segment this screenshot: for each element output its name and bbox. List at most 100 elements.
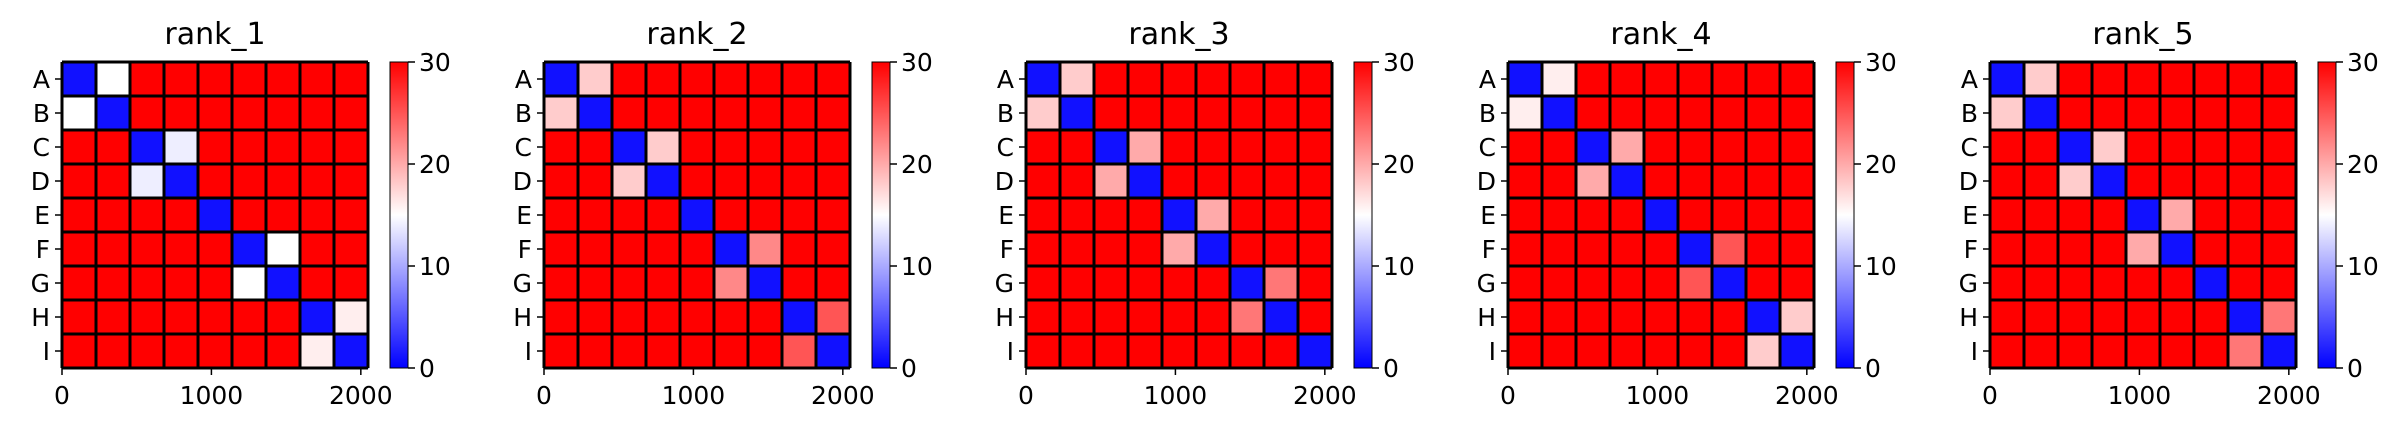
heatmap-cell <box>130 334 165 369</box>
y-tick-label: B <box>997 99 1014 128</box>
heatmap-cell <box>748 96 783 131</box>
x-tick-label: 2000 <box>1775 381 1839 410</box>
heatmap-cell <box>1990 334 2025 369</box>
heatmap-cell <box>1780 300 1815 335</box>
heatmap-cell <box>1508 198 1543 233</box>
heatmap-cell <box>1060 232 1095 267</box>
colorbar-tick-label: 0 <box>419 354 435 383</box>
heatmap-cell <box>714 96 749 131</box>
heatmap-cell <box>2058 198 2093 233</box>
heatmap-cell <box>1678 198 1713 233</box>
heatmap-cell <box>1230 232 1265 267</box>
heatmap-cell <box>96 300 131 335</box>
x-tick-label: 1000 <box>2108 381 2172 410</box>
heatmap-cell <box>1746 62 1781 97</box>
heatmap-cell <box>1230 300 1265 335</box>
heatmap-cell <box>1610 232 1645 267</box>
heatmap-cell <box>1298 96 1333 131</box>
heatmap-cell <box>1644 130 1679 165</box>
heatmap-cell <box>612 266 647 301</box>
heatmap-cell <box>748 300 783 335</box>
heatmap-cell <box>1094 334 1129 369</box>
heatmap-cell <box>2262 232 2297 267</box>
heatmap-cell <box>1780 130 1815 165</box>
heatmap-cell <box>1162 164 1197 199</box>
heatmap-cell <box>130 164 165 199</box>
heatmap-cell <box>1990 198 2025 233</box>
y-tick-label: I <box>43 337 50 366</box>
heatmap-cell <box>1196 96 1231 131</box>
heatmap-cell <box>62 164 97 199</box>
heatmap-cell <box>62 130 97 165</box>
heatmap-cell <box>1746 164 1781 199</box>
heatmap-cell <box>1576 130 1611 165</box>
heatmap-cell <box>96 334 131 369</box>
heatmap-cell <box>2228 96 2263 131</box>
heatmap-cell <box>1542 266 1577 301</box>
heatmap-cell <box>96 62 131 97</box>
heatmap-cell <box>578 334 613 369</box>
heatmap-cell <box>1060 266 1095 301</box>
heatmap-cell <box>1060 198 1095 233</box>
heatmap-cell <box>612 334 647 369</box>
heatmap-cell <box>198 62 233 97</box>
heatmap-cell <box>2228 334 2263 369</box>
heatmap-cell <box>96 164 131 199</box>
heatmap-cell <box>680 232 715 267</box>
heatmap-cell <box>198 232 233 267</box>
heatmap-cell <box>1990 300 2025 335</box>
heatmap-cell <box>1128 96 1163 131</box>
heatmap-cell <box>544 164 579 199</box>
heatmap-cell <box>2228 130 2263 165</box>
heatmap-cell <box>1990 164 2025 199</box>
heatmap-cell <box>2160 130 2195 165</box>
heatmap-cell <box>1230 96 1265 131</box>
heatmap-cell <box>646 96 681 131</box>
heatmap-cell <box>334 96 369 131</box>
heatmap-cell <box>62 198 97 233</box>
heatmap-cell <box>2194 164 2229 199</box>
heatmap-cell <box>130 130 165 165</box>
heatmap-cell <box>2024 164 2059 199</box>
y-tick-label: D <box>513 167 532 196</box>
y-tick-label: F <box>1964 235 1978 264</box>
heatmap-cell <box>1094 130 1129 165</box>
heatmap-cell <box>1264 334 1299 369</box>
heatmap-cell <box>2262 198 2297 233</box>
heatmap-cell <box>62 334 97 369</box>
heatmap-cell <box>2194 300 2229 335</box>
heatmap-cell <box>2058 232 2093 267</box>
heatmap-cell <box>1094 232 1129 267</box>
heatmap-cell <box>2126 96 2161 131</box>
heatmap-cell <box>334 130 369 165</box>
heatmap-cell <box>1644 164 1679 199</box>
y-tick-label: D <box>995 167 1014 196</box>
heatmap-cell <box>1128 266 1163 301</box>
heatmap-cell <box>612 96 647 131</box>
heatmap-cell <box>1644 198 1679 233</box>
heatmap-cell <box>130 266 165 301</box>
heatmap-cell <box>748 130 783 165</box>
heatmap-cell <box>1196 232 1231 267</box>
x-tick-label: 1000 <box>180 381 244 410</box>
colorbar-tick-label: 20 <box>2347 150 2379 179</box>
y-tick-label: C <box>515 133 532 162</box>
heatmap-cell <box>1576 300 1611 335</box>
heatmap-cell <box>1610 334 1645 369</box>
heatmap-cell <box>748 164 783 199</box>
heatmap-cell <box>680 96 715 131</box>
heatmap-cell <box>1576 164 1611 199</box>
heatmap-cell <box>1162 232 1197 267</box>
heatmap-cell <box>816 164 851 199</box>
heatmap-cell <box>1542 130 1577 165</box>
heatmap-cell <box>2194 334 2229 369</box>
heatmap-cell <box>1162 198 1197 233</box>
heatmap-cell <box>1508 62 1543 97</box>
heatmap-cell <box>1576 62 1611 97</box>
heatmap-cell <box>1610 96 1645 131</box>
heatmap-cell <box>198 198 233 233</box>
heatmap-cell <box>714 62 749 97</box>
heatmap-cell <box>1990 266 2025 301</box>
heatmap-cell <box>1644 96 1679 131</box>
